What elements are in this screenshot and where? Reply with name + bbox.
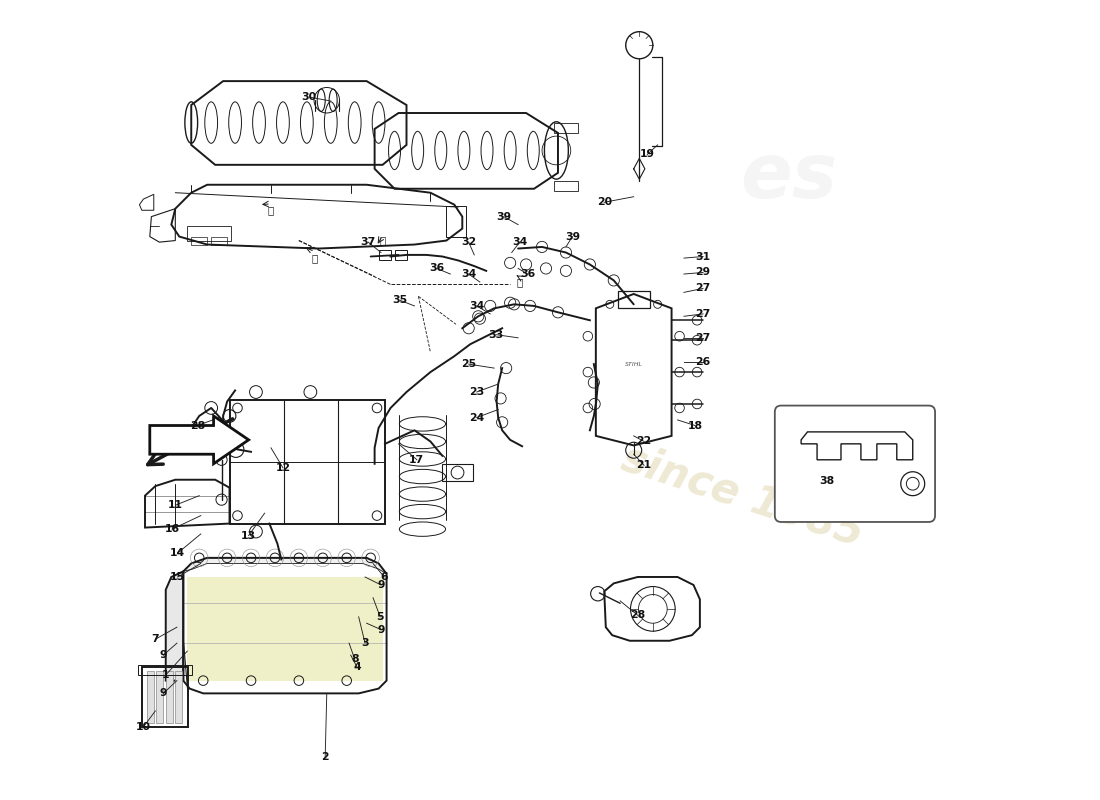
Text: 16: 16 (165, 524, 179, 534)
Text: Ⓑ: Ⓑ (379, 235, 386, 246)
Text: 27: 27 (695, 309, 711, 319)
Text: 22: 22 (637, 437, 651, 446)
Text: 7: 7 (152, 634, 160, 644)
Text: 34: 34 (513, 237, 527, 247)
Text: 18: 18 (688, 421, 703, 430)
Text: 32: 32 (461, 237, 476, 247)
Text: 10: 10 (136, 722, 151, 732)
Polygon shape (150, 416, 249, 464)
Text: 23: 23 (469, 387, 484, 397)
Text: 34: 34 (461, 269, 476, 279)
Text: 9: 9 (377, 580, 385, 590)
Text: 20: 20 (596, 198, 612, 207)
Text: Ⓑ: Ⓑ (267, 206, 274, 215)
Bar (230, 400, 385, 523)
Text: 26: 26 (695, 357, 711, 366)
Bar (175, 671, 183, 723)
Polygon shape (166, 571, 184, 681)
Text: 38: 38 (820, 476, 834, 486)
Text: 34: 34 (469, 301, 484, 311)
Bar (554, 122, 578, 133)
Text: 29: 29 (695, 267, 711, 278)
Text: 19: 19 (640, 150, 654, 159)
Bar (156, 671, 163, 723)
Text: 24: 24 (469, 413, 484, 422)
Bar (442, 464, 473, 482)
Text: 35: 35 (393, 295, 408, 306)
Text: 12: 12 (275, 462, 290, 473)
Bar (395, 250, 407, 260)
Text: 39: 39 (496, 212, 512, 222)
Text: 28: 28 (630, 610, 646, 620)
Text: 25: 25 (461, 359, 476, 369)
Text: since 1985: since 1985 (617, 437, 869, 554)
Text: 3: 3 (361, 638, 368, 648)
Text: 36: 36 (520, 269, 536, 279)
Bar (191, 237, 207, 245)
Bar (187, 226, 231, 241)
Text: 9: 9 (160, 688, 167, 698)
Text: 21: 21 (637, 460, 651, 470)
Text: es: es (740, 140, 838, 214)
Text: 27: 27 (695, 333, 711, 343)
Bar (378, 250, 390, 260)
Text: 9: 9 (160, 650, 167, 660)
Text: 13: 13 (241, 530, 256, 541)
Text: 33: 33 (488, 330, 504, 340)
Bar (166, 671, 173, 723)
Bar (146, 671, 154, 723)
Bar (211, 237, 227, 245)
Text: 37: 37 (361, 237, 376, 247)
Bar (618, 290, 650, 308)
Text: 28: 28 (190, 421, 206, 430)
Text: Ⓐ: Ⓐ (517, 277, 522, 287)
FancyBboxPatch shape (774, 406, 935, 522)
Text: 36: 36 (429, 263, 444, 274)
Text: 8: 8 (351, 654, 359, 664)
Text: 11: 11 (168, 500, 183, 510)
Bar (187, 577, 383, 681)
Text: 27: 27 (695, 283, 711, 294)
Text: 14: 14 (170, 548, 185, 558)
Bar (138, 666, 192, 675)
Text: STIHL: STIHL (625, 362, 642, 366)
Text: Ⓐ: Ⓐ (311, 253, 318, 263)
Bar (142, 667, 188, 727)
Text: 2: 2 (321, 752, 329, 762)
Text: 15: 15 (170, 572, 185, 582)
Text: 1: 1 (162, 670, 169, 680)
Polygon shape (184, 558, 386, 574)
Text: 30: 30 (301, 92, 317, 102)
Bar (554, 181, 578, 191)
Text: 9: 9 (377, 625, 385, 634)
Text: 39: 39 (564, 231, 580, 242)
Text: 17: 17 (409, 454, 425, 465)
Text: 31: 31 (695, 251, 711, 262)
Text: 6: 6 (381, 572, 388, 582)
Text: 4: 4 (353, 662, 361, 672)
Bar (447, 206, 466, 237)
Text: 5: 5 (376, 612, 384, 622)
